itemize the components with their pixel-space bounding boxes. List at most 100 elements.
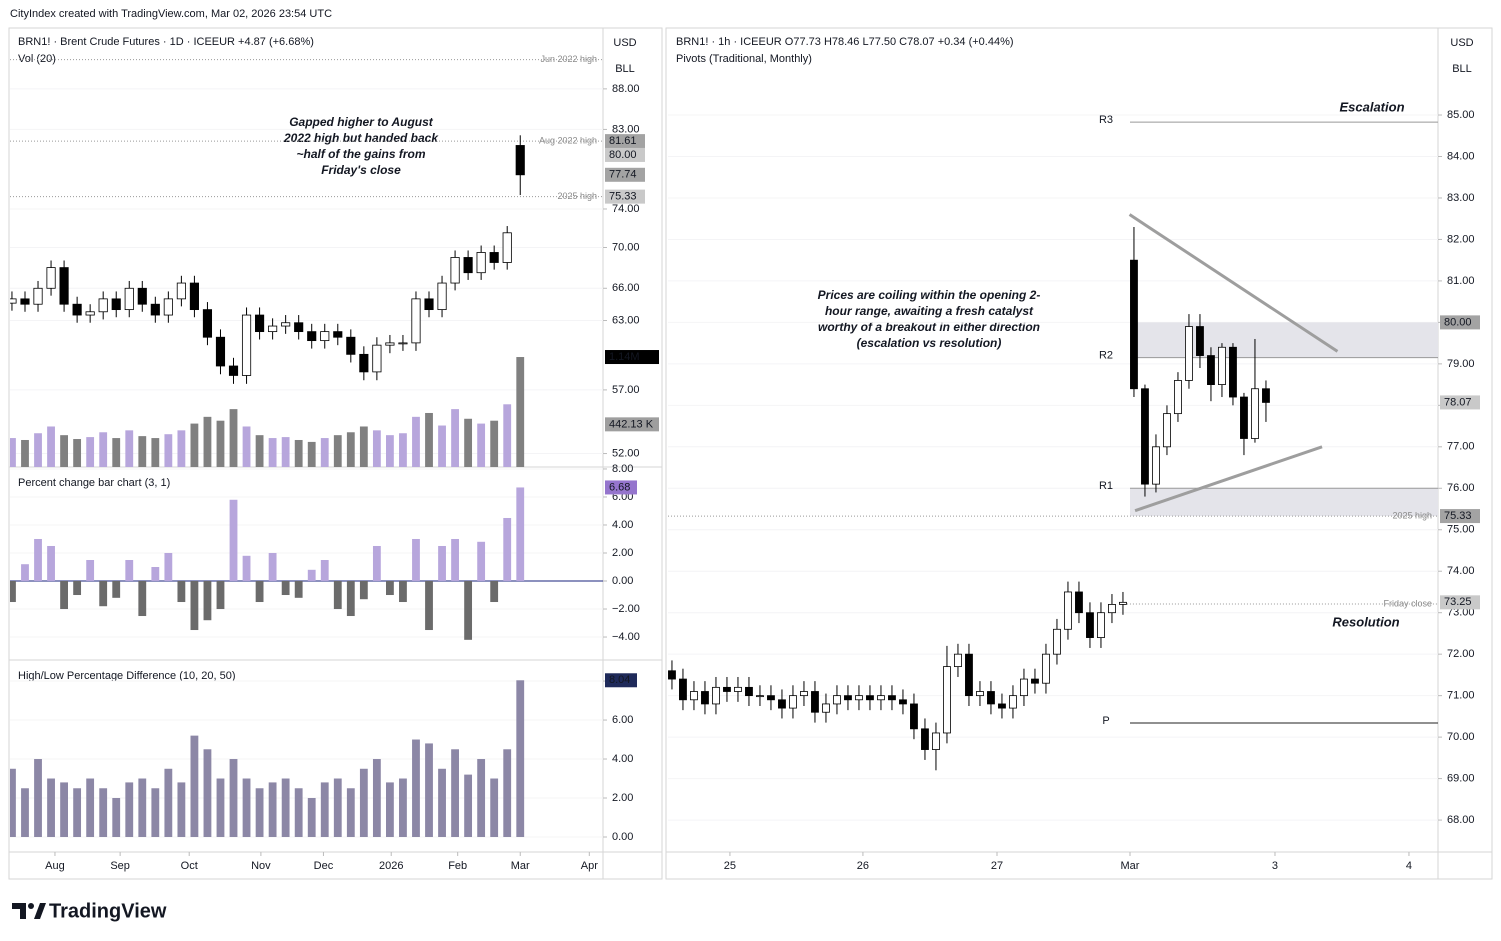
x-tick-label: Sep (110, 860, 130, 872)
candle-body (346, 336, 356, 355)
pivot-label: R2 (1099, 350, 1113, 362)
candle-body (888, 695, 896, 701)
level-label: 2025 high (557, 191, 597, 201)
candle-body (1031, 678, 1039, 684)
candle-body (1262, 388, 1270, 403)
candle-body (844, 695, 852, 701)
volume-bar (99, 432, 108, 467)
level-label: Friday close (1383, 598, 1432, 608)
volume-bar (86, 437, 95, 467)
trendline (1128, 213, 1339, 353)
candle-body (307, 331, 317, 342)
pivot-label: P (1102, 715, 1109, 727)
bar (425, 743, 433, 837)
candle-body (723, 686, 731, 692)
candle-body (833, 695, 841, 705)
candle-body (1042, 653, 1050, 684)
annotation: worthy of a breakout in either direction (818, 320, 1040, 334)
volume-bar (10, 438, 16, 467)
candle-body (1130, 259, 1138, 390)
bar (281, 778, 290, 837)
candle-body (734, 686, 742, 692)
candle-body (712, 686, 720, 705)
header: CityIndex created with TradingView.com, … (10, 8, 332, 20)
footer-brand: TradingView (49, 900, 167, 922)
pivot-zone (1130, 322, 1438, 358)
candle-body (1163, 413, 1171, 448)
y-tick-label: 84.00 (1447, 150, 1475, 162)
candle-body (910, 703, 918, 730)
y-tick-label: 73.00 (1447, 607, 1475, 619)
candle-body (437, 282, 447, 311)
y-tick-label: 2.00 (612, 547, 633, 559)
candle-body (1009, 695, 1017, 709)
price-badge-label: 80.00 (609, 149, 637, 161)
candle-body (1251, 388, 1259, 439)
bar (464, 581, 473, 640)
bar (112, 581, 121, 598)
candle-body (72, 303, 82, 316)
logo-mark (34, 903, 46, 919)
unit: BLL (615, 63, 635, 75)
pane-back (668, 114, 1438, 821)
price-badge (1440, 395, 1480, 410)
candle-body (822, 703, 830, 713)
bar (99, 581, 108, 607)
candle-body (998, 703, 1006, 709)
candle-body (1064, 591, 1072, 630)
bar (516, 487, 525, 582)
left-panel (8, 27, 663, 880)
y-tick-label: 77.00 (1447, 441, 1475, 453)
price-badge (1440, 315, 1480, 330)
candle-body (320, 331, 330, 342)
price-badge-label: 75.33 (1444, 510, 1472, 522)
y-tick-label: 70.00 (612, 241, 640, 253)
bar (164, 552, 173, 582)
candle-body (424, 298, 434, 311)
candle-body (976, 691, 984, 697)
candle-body (1097, 612, 1105, 638)
candle-body (987, 691, 995, 705)
volume-bar (333, 435, 342, 467)
bar (451, 749, 459, 837)
bar (151, 567, 160, 582)
candle-body (701, 691, 709, 705)
candle-body (268, 325, 278, 333)
y-tick-label: 66.00 (612, 282, 640, 294)
price-badge-label: 77.74 (609, 169, 637, 181)
volume-badge (605, 417, 659, 432)
bar (73, 581, 82, 596)
candle-body (515, 145, 525, 176)
price-badge (605, 189, 645, 204)
value-badge-label: 8.04 (609, 674, 630, 686)
y-tick-label: 83.00 (612, 123, 640, 135)
bar (177, 581, 186, 603)
bar (399, 581, 407, 603)
volume-bar (438, 425, 446, 467)
candle-body (1020, 678, 1028, 697)
bar (242, 555, 251, 582)
y-tick-label: 0.00 (612, 831, 633, 843)
bar (490, 778, 499, 837)
bar (490, 581, 499, 603)
bar (346, 788, 355, 837)
bar (86, 778, 95, 837)
x-tick-label: Oct (181, 860, 198, 872)
bar (190, 581, 199, 631)
volume-bar (307, 441, 316, 467)
bar (125, 782, 134, 837)
candle-body (502, 232, 512, 263)
candle-body (811, 691, 819, 713)
bar (138, 778, 147, 837)
candle-body (1086, 612, 1094, 638)
bar (412, 538, 420, 582)
bar (294, 581, 303, 598)
bar (138, 581, 147, 617)
candle-body (1075, 591, 1083, 614)
volume-bar (372, 430, 381, 467)
bar (320, 559, 329, 582)
candle-body (778, 699, 786, 709)
y-tick-label: 63.00 (612, 314, 640, 326)
bar (372, 545, 381, 582)
